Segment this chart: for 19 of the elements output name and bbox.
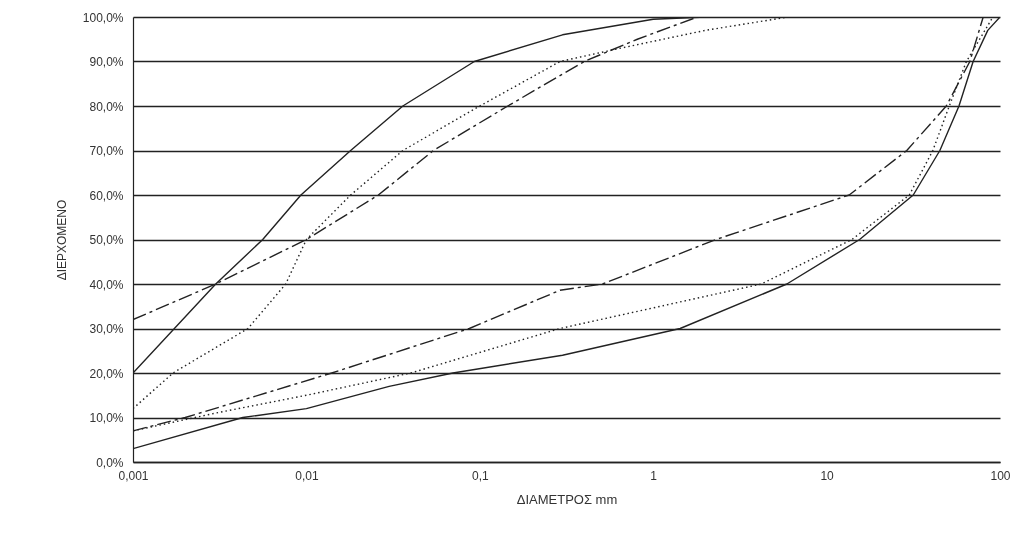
y-tick-label: 60,0%: [89, 188, 124, 203]
x-tick-label: 0,01: [295, 468, 319, 483]
y-tick-label: 10,0%: [89, 411, 124, 425]
y-tick-label: 30,0%: [89, 322, 124, 336]
y-tick-label: 0,0%: [96, 455, 124, 470]
x-axis-title: ΔΙΑΜΕΤΡΟΣ mm: [516, 491, 618, 507]
x-tick-label: 0,1: [471, 468, 489, 483]
y-tick-label: 50,0%: [89, 233, 124, 247]
y-tick-label: 80,0%: [89, 99, 124, 114]
y-tick-label: 90,0%: [89, 55, 124, 69]
x-tick-label: 10: [820, 468, 835, 483]
y-tick-label: 20,0%: [89, 366, 124, 381]
y-axis-title: ΔΙΕΡΧΟΜΕΝΟ: [54, 199, 69, 281]
y-tick-label: 100,0%: [82, 10, 124, 25]
x-tick-label: 1: [650, 468, 658, 483]
x-tick-label: 100: [990, 468, 1011, 483]
x-tick-label: 0,001: [118, 468, 149, 483]
y-tick-label: 40,0%: [89, 277, 124, 292]
y-tick-label: 70,0%: [89, 144, 124, 158]
